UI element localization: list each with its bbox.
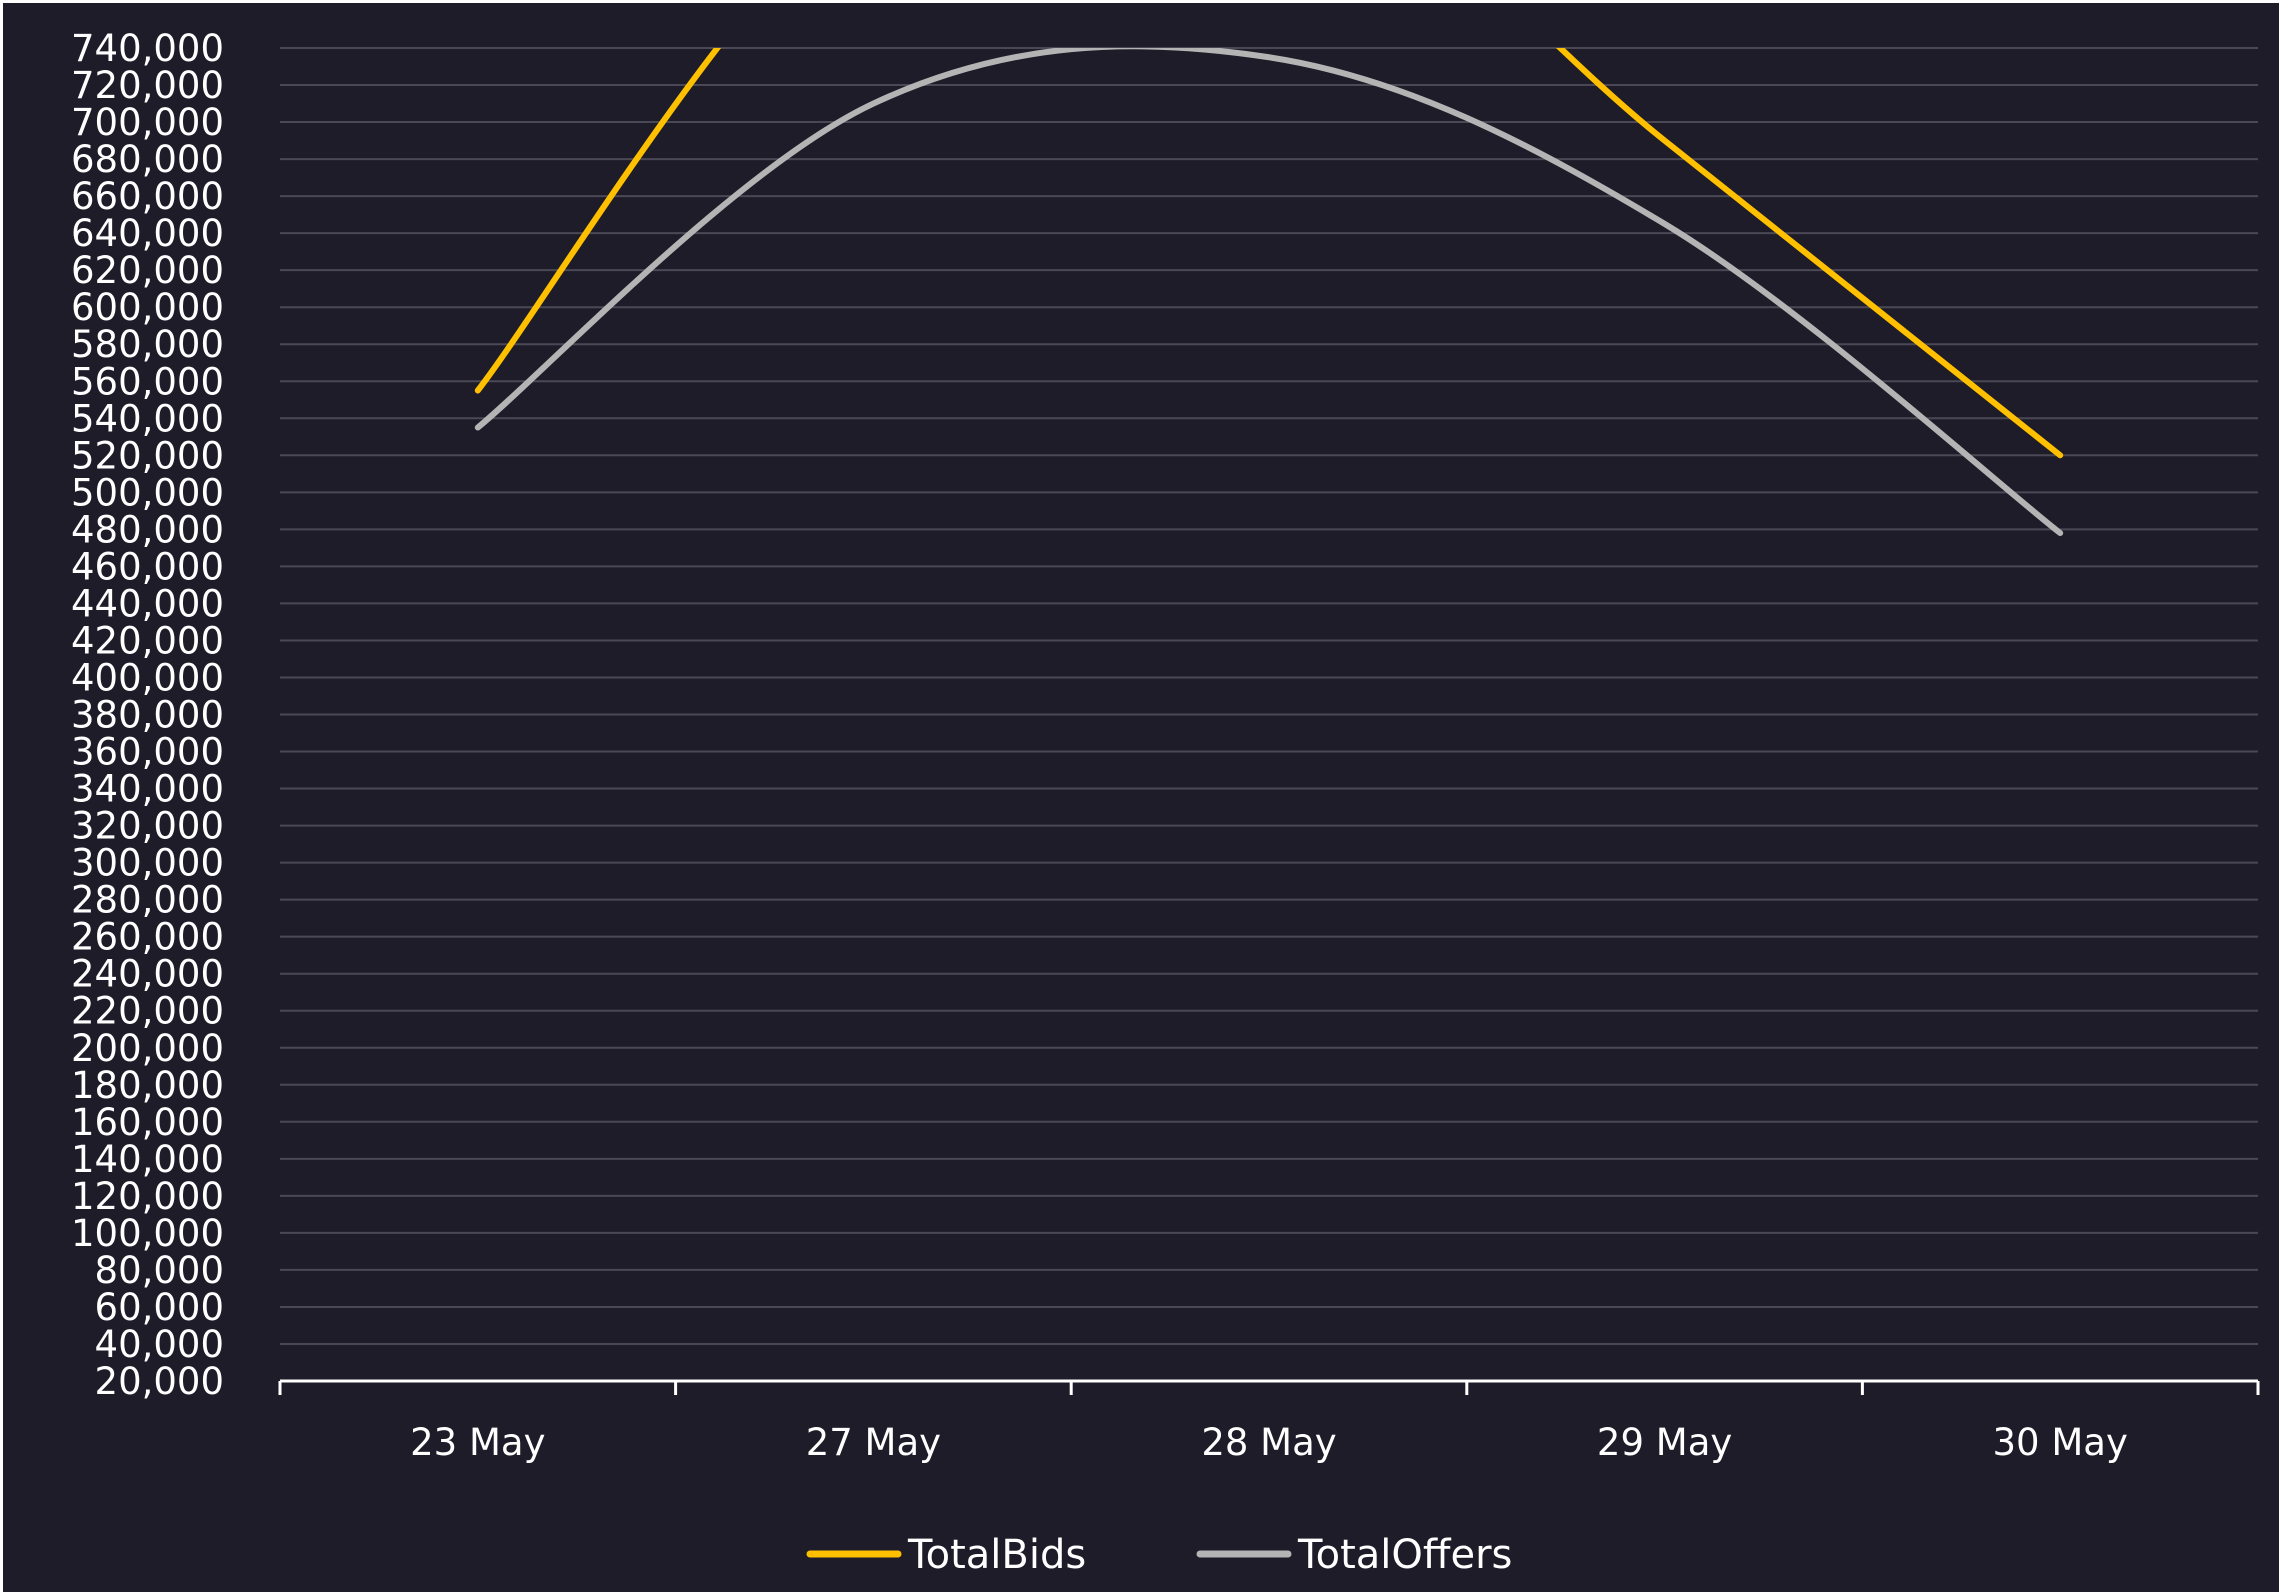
y-tick-label: 560,000 [71, 360, 224, 403]
gridlines [280, 47, 2258, 1345]
y-tick-label: 460,000 [71, 545, 224, 588]
x-axis-tick-labels: 23 May 27 May 28 May 29 May 30 May [410, 1421, 2128, 1464]
y-tick-label: 220,000 [71, 990, 224, 1033]
y-tick-label: 180,000 [71, 1064, 224, 1107]
y-axis-tick-labels: 20,00040,00060,00080,000100,000120,00014… [71, 27, 224, 1403]
y-tick-label: 480,000 [71, 508, 224, 551]
y-tick-label: 380,000 [71, 694, 224, 737]
y-tick-label: 160,000 [71, 1101, 224, 1144]
x-tick-label: 23 May [410, 1421, 545, 1464]
y-tick-label: 420,000 [71, 619, 224, 662]
y-tick-label: 500,000 [71, 471, 224, 514]
y-tick-label: 20,000 [95, 1360, 224, 1403]
y-tick-label: 620,000 [71, 249, 224, 292]
y-tick-label: 680,000 [71, 138, 224, 181]
x-tick-label: 27 May [806, 1421, 941, 1464]
y-tick-label: 700,000 [71, 101, 224, 144]
y-tick-label: 720,000 [71, 64, 224, 107]
series-line-totaloffers [474, 48, 2064, 537]
y-tick-label: 260,000 [71, 916, 224, 959]
y-tick-label: 60,000 [95, 1286, 224, 1329]
x-tick-label: 30 May [1993, 1421, 2128, 1464]
y-tick-label: 240,000 [71, 953, 224, 996]
x-tick-label: 29 May [1597, 1421, 1732, 1464]
y-tick-label: 360,000 [71, 731, 224, 774]
x-tick-label: 28 May [1201, 1421, 1336, 1464]
y-tick-label: 580,000 [71, 323, 224, 366]
y-tick-label: 400,000 [71, 656, 224, 699]
y-tick-label: 440,000 [71, 582, 224, 625]
series-line-totalbids [474, 48, 2064, 459]
y-tick-label: 320,000 [71, 805, 224, 848]
y-tick-label: 200,000 [71, 1027, 224, 1070]
legend: TotalBids TotalOffers [806, 1532, 1512, 1578]
y-tick-label: 540,000 [71, 397, 224, 440]
y-tick-label: 140,000 [71, 1138, 224, 1181]
legend-label: TotalBids [907, 1532, 1086, 1578]
chart-background [3, 3, 2279, 1592]
y-tick-label: 40,000 [95, 1323, 224, 1366]
y-tick-label: 740,000 [71, 27, 224, 70]
y-tick-label: 300,000 [71, 842, 224, 885]
y-tick-label: 520,000 [71, 434, 224, 477]
legend-label: TotalOffers [1297, 1532, 1512, 1578]
x-axis [278, 1379, 2260, 1395]
y-tick-label: 80,000 [95, 1249, 224, 1292]
y-tick-label: 340,000 [71, 768, 224, 811]
y-tick-label: 120,000 [71, 1175, 224, 1218]
y-tick-label: 280,000 [71, 879, 224, 922]
y-tick-label: 640,000 [71, 212, 224, 255]
series-lines [474, 48, 2064, 537]
y-tick-label: 100,000 [71, 1212, 224, 1255]
y-tick-label: 660,000 [71, 175, 224, 218]
y-tick-label: 600,000 [71, 286, 224, 329]
